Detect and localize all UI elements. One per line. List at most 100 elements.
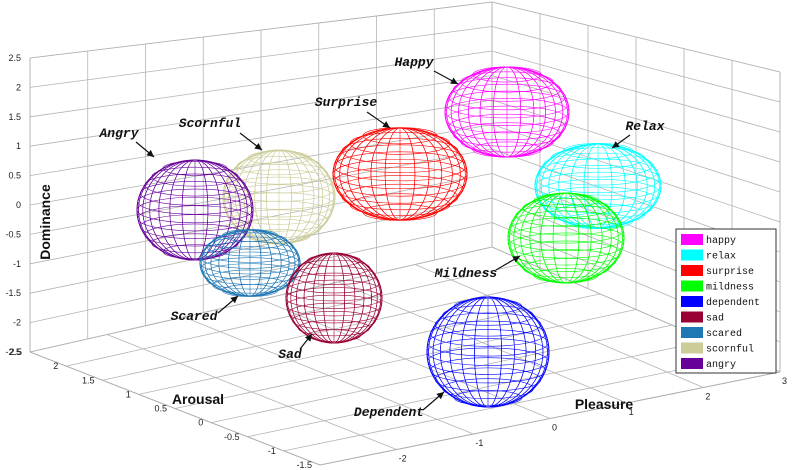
ellipsoid-sad xyxy=(285,252,383,344)
ellipsoid-latitude xyxy=(430,320,546,347)
ellipsoid-scared xyxy=(199,229,301,297)
ellipsoid-latitude xyxy=(151,233,239,254)
ellipsoids xyxy=(136,66,662,408)
ellipsoid-latitude xyxy=(136,196,254,224)
ellipsoid-happy xyxy=(444,66,570,158)
ellipsoid-latitude xyxy=(511,210,621,236)
ellipsoid-latitude xyxy=(297,259,371,277)
z-tick-label: -0.5 xyxy=(5,229,21,239)
arrow-head-icon xyxy=(304,334,312,342)
ellipsoid-latitude xyxy=(292,266,376,285)
ellipsoid-longitude xyxy=(286,252,382,344)
annotation-sad: Sad xyxy=(278,347,303,362)
legend-swatch-mildness xyxy=(681,280,703,292)
ellipsoid-latitude xyxy=(144,173,246,197)
ellipsoid-latitude xyxy=(247,229,311,244)
ellipsoid-latitude xyxy=(434,367,542,392)
floor-grid-line xyxy=(174,309,637,409)
ellipsoid-latitude xyxy=(362,203,438,221)
z-tick-label: -1.5 xyxy=(5,288,21,298)
ellipsoid-latitude xyxy=(333,166,467,197)
ellipsoid-latitude xyxy=(427,329,549,357)
ellipsoid-latitude xyxy=(507,224,625,252)
floor-grid-line xyxy=(138,293,601,395)
y-tick-label: -1 xyxy=(268,446,276,456)
legend-swatch-sad xyxy=(681,311,703,323)
ellipsoid-latitude xyxy=(162,160,228,176)
ellipsoid-latitude xyxy=(333,151,467,182)
annotation-mildness: Mildness xyxy=(434,266,498,281)
legend-swatch-scornful xyxy=(681,342,703,354)
legend-label-happy: happy xyxy=(706,235,736,247)
ellipsoid-latitude xyxy=(336,144,464,173)
legend-label-scared: scared xyxy=(706,328,742,340)
ellipsoid-latitude xyxy=(427,347,549,375)
ellipsoid-latitude xyxy=(236,156,322,176)
tick-labels: -2.5 -2 -1.5 -1 -0.5 0 0.5 1 1.5 2 2.5 -1.5 -1 -0.5 0 0… xyxy=(5,53,787,470)
floor-grid-line xyxy=(283,355,745,452)
z-tick-label: -2.5 xyxy=(5,347,21,357)
legend-label-scornful: scornful xyxy=(706,344,754,356)
ellipsoid-latitude xyxy=(223,192,335,218)
ellipsoid-latitude xyxy=(426,338,550,366)
ellipsoid-latitude xyxy=(533,193,599,208)
ellipsoid-latitude xyxy=(508,217,624,244)
arrow-head-icon xyxy=(612,141,620,148)
ellipsoid-latitude xyxy=(460,131,554,153)
ellipsoid-latitude xyxy=(341,183,459,211)
ellipsoid-latitude xyxy=(332,158,468,190)
ellipsoid-latitude xyxy=(453,298,523,314)
ellipsoid-latitude xyxy=(453,122,561,147)
ellipsoid-latitude xyxy=(288,272,380,294)
z-tick-label: 0.5 xyxy=(8,171,21,181)
ellipsoid-latitude xyxy=(200,257,300,280)
legend: happy relax surprise mildness dependent sad sc… xyxy=(675,228,777,374)
annotation-scared: Scared xyxy=(171,309,219,324)
y-tick-label: 1 xyxy=(126,389,131,399)
z-axis-label: Dominance xyxy=(37,184,53,260)
arrow-head-icon xyxy=(382,121,390,128)
annotation-happy: Happy xyxy=(394,55,434,70)
ellipsoid-angry xyxy=(136,159,254,261)
x-tick-label: 2 xyxy=(705,392,710,402)
ellipsoid-longitude xyxy=(536,143,660,229)
floor-grid-line xyxy=(319,371,781,466)
ellipsoid-relax xyxy=(534,143,662,229)
x-tick-label: 3 xyxy=(782,376,787,386)
ellipsoid-latitude xyxy=(206,236,294,257)
ellipsoid-latitude xyxy=(522,198,610,218)
x-axis-label: Pleasure xyxy=(575,396,634,412)
ellipsoid-latitude xyxy=(445,105,569,134)
ellipsoid-latitude xyxy=(535,165,661,193)
y-tick-label: 1.5 xyxy=(82,375,95,385)
legend-swatch-relax xyxy=(681,249,703,261)
y-tick-label: 0 xyxy=(198,418,203,428)
ellipsoid-latitude xyxy=(448,83,566,111)
ellipsoid-latitude xyxy=(286,294,382,317)
legend-swatch-surprise xyxy=(681,265,703,276)
y-tick-label: 0.5 xyxy=(154,404,167,414)
arrow-head-icon xyxy=(450,77,458,84)
legend-label-dependent: dependent xyxy=(706,297,760,309)
arrow-head-icon xyxy=(146,149,154,157)
z-tick-label: 2.5 xyxy=(8,53,21,63)
ellipsoid-latitude xyxy=(550,203,646,225)
arrow-head-icon xyxy=(230,296,238,304)
ellipsoid-latitude xyxy=(448,113,566,141)
ellipsoid-longitude xyxy=(200,229,300,297)
ellipsoid-latitude xyxy=(297,319,371,337)
axes-box xyxy=(29,1,781,466)
legend-swatch-angry xyxy=(681,358,703,369)
floor-grid-line xyxy=(29,246,493,353)
arrow-head-icon xyxy=(436,392,444,400)
ellipsoid-latitude xyxy=(434,312,542,337)
ellipsoid-latitude xyxy=(453,77,561,102)
ellipsoid-longitude xyxy=(428,296,548,408)
arrow-head-icon xyxy=(512,256,520,263)
floor-grid-line xyxy=(66,262,529,367)
ellipsoid-latitude xyxy=(336,175,464,204)
ellipsoid-latitude xyxy=(550,147,646,169)
arrow-head-icon xyxy=(254,142,262,150)
z-tick-label: 2 xyxy=(16,82,21,92)
